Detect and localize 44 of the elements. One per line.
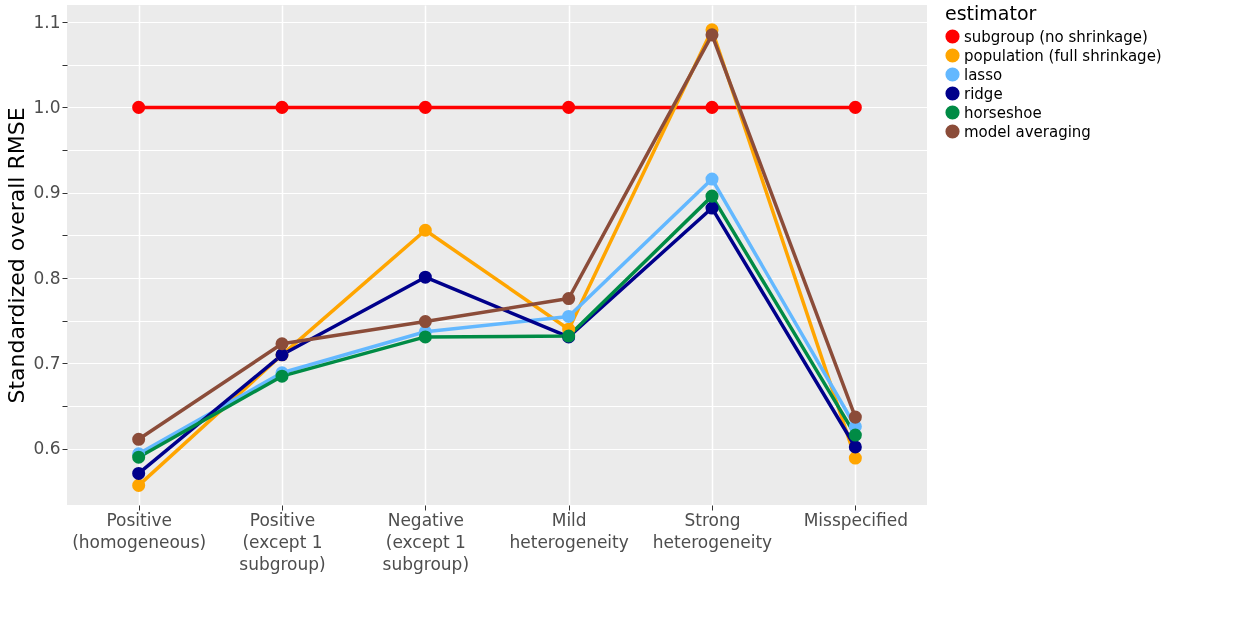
legend-label: model averaging	[964, 122, 1091, 141]
point	[132, 466, 146, 480]
x-tick-label: Misspecified	[803, 509, 909, 530]
point	[562, 100, 576, 114]
legend-label: horseshoe	[964, 103, 1042, 122]
point	[132, 478, 146, 492]
x-tick-label: Positive (except 1 subgroup)	[239, 509, 326, 574]
y-tick-label: 0.9	[33, 182, 61, 203]
x-tick-label: Mild heterogeneity	[509, 509, 629, 552]
legend-label: population (full shrinkage)	[964, 46, 1162, 65]
point	[848, 100, 862, 114]
point	[705, 201, 719, 215]
point	[418, 330, 432, 344]
legend-label: lasso	[964, 65, 1003, 84]
y-tick-label: 0.8	[33, 267, 61, 288]
legend-label: ridge	[964, 84, 1003, 103]
point	[418, 270, 432, 284]
legend-title: estimator	[945, 2, 1037, 24]
y-tick-label: 0.6	[33, 438, 61, 459]
point	[275, 100, 289, 114]
point	[562, 292, 576, 306]
point	[848, 428, 862, 442]
x-tick-label: Strong heterogeneity	[652, 509, 773, 552]
y-tick-label: 1.1	[33, 11, 61, 32]
point	[705, 172, 719, 186]
y-tick-label: 1.0	[33, 96, 61, 117]
legend-label: subgroup (no shrinkage)	[964, 27, 1148, 46]
x-tick-label: Negative (except 1 subgroup)	[382, 509, 470, 574]
point	[418, 223, 432, 237]
point	[705, 100, 719, 114]
point	[848, 410, 862, 424]
point	[132, 100, 146, 114]
point	[275, 337, 289, 351]
y-axis-title: Standardized overall RMSE	[4, 107, 30, 404]
point	[418, 100, 432, 114]
point	[705, 189, 719, 203]
y-tick-label: 0.7	[33, 352, 61, 373]
point	[562, 309, 576, 323]
point	[132, 432, 146, 446]
point	[418, 315, 432, 329]
x-tick-label: Positive (homogeneous)	[72, 509, 207, 552]
point	[848, 451, 862, 465]
point	[705, 28, 719, 42]
point	[848, 440, 862, 454]
